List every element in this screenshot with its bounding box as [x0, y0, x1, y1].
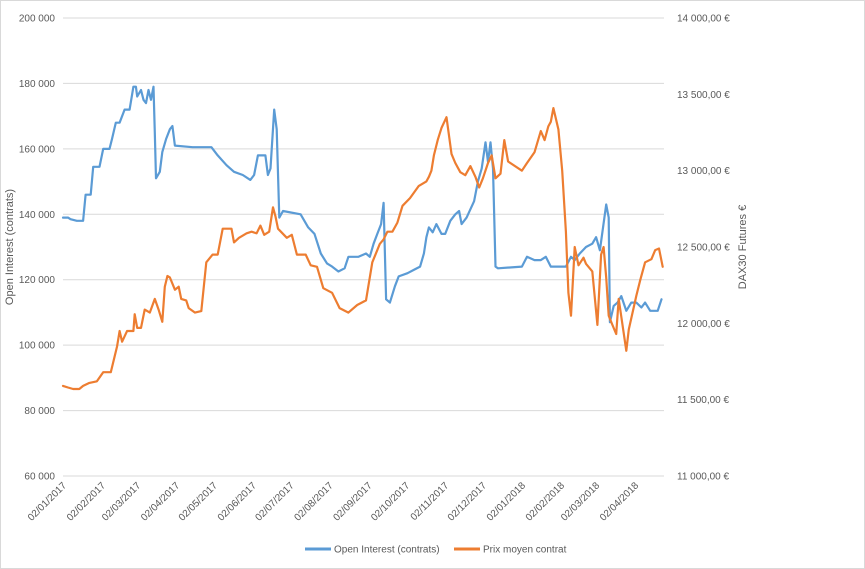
right-tick-label: 13 000,00 €	[677, 166, 730, 177]
right-tick-label: 12 500,00 €	[677, 243, 730, 254]
left-tick-label: 180 000	[19, 79, 56, 90]
x-tick-label: 02/01/2017	[26, 480, 69, 523]
left-tick-label: 60 000	[24, 472, 55, 483]
series-line-0	[61, 85, 663, 324]
left-tick-label: 80 000	[24, 406, 55, 417]
left-tick-label: 140 000	[19, 210, 56, 221]
x-tick-label: 02/07/2017	[254, 480, 297, 523]
x-tick-label: 02/04/2017	[139, 480, 182, 523]
series-line-1	[61, 106, 664, 391]
x-tick-label: 02/04/2018	[598, 480, 641, 523]
x-tick-label: 02/11/2017	[409, 480, 452, 523]
x-tick-label: 02/10/2017	[369, 480, 412, 523]
right-tick-label: 13 500,00 €	[677, 90, 730, 101]
x-tick-label: 02/12/2017	[446, 480, 489, 523]
right-tick-label: 11 500,00 €	[677, 395, 730, 406]
left-axis-tick-labels: 60 000 80 000 100 000 120 000 140 000 160 000…	[19, 14, 56, 483]
right-axis-title: DAX30 Futures €	[737, 205, 749, 289]
left-tick-label: 200 000	[19, 14, 56, 25]
right-tick-label: 14 000,00 €	[677, 14, 730, 25]
left-tick-label: 100 000	[19, 341, 56, 352]
left-tick-label: 160 000	[19, 144, 56, 155]
x-tick-label: 02/03/2017	[100, 480, 143, 523]
x-tick-label: 02/01/2018	[485, 480, 528, 523]
series-lines	[61, 85, 664, 391]
legend-label-prix-moyen: Prix moyen contrat	[483, 545, 567, 556]
right-axis-tick-labels: 11 000,00 € 11 500,00 € 12 000,00 € 12 500,…	[677, 14, 730, 483]
x-axis-tick-labels: 02/01/201702/02/201702/03/201702/04/2017…	[26, 480, 642, 523]
x-tick-label: 02/03/2018	[559, 480, 602, 523]
legend: Open Interest (contrats) Prix moyen cont…	[305, 545, 567, 556]
x-tick-label: 02/06/2017	[216, 480, 259, 523]
legend-label-open-interest: Open Interest (contrats)	[334, 545, 440, 556]
left-axis-title: Open Interest (contrats)	[4, 189, 16, 305]
right-tick-label: 11 000,00 €	[677, 472, 730, 483]
left-tick-label: 120 000	[19, 275, 56, 286]
x-tick-label: 02/08/2017	[292, 480, 335, 523]
x-tick-label: 02/09/2017	[331, 480, 374, 523]
right-tick-label: 12 000,00 €	[677, 319, 730, 330]
x-tick-label: 02/05/2017	[177, 480, 220, 523]
